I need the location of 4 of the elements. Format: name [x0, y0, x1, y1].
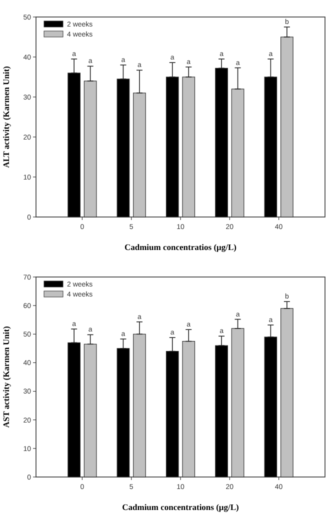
x-axis-title: Cadmium concentratios (μg/L)	[124, 242, 237, 252]
x-axis-title: Cadmium concentrations (μg/L)	[122, 502, 240, 512]
y-axis-title: ALT activity (Karmen Unit)	[1, 66, 11, 168]
y-axis-title: AST activity (Karmen Unit)	[1, 326, 11, 428]
